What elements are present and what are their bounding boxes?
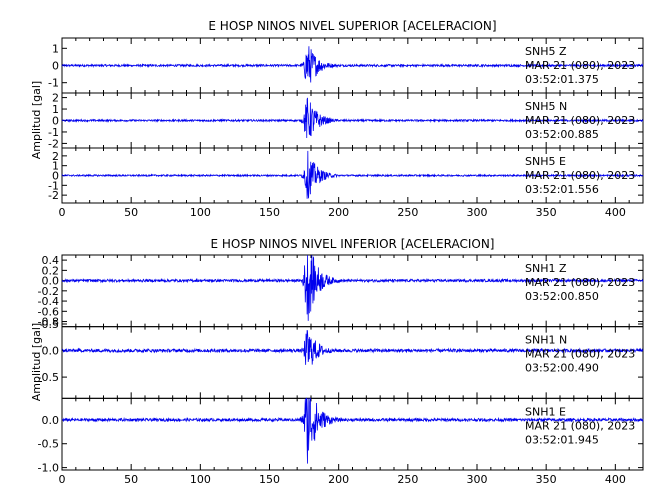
y-tick-label: 0.0 [42, 345, 60, 358]
x-tick-label: 0 [59, 473, 66, 486]
chart-title: E HOSP NINOS NIVEL SUPERIOR [ACELERACION… [208, 19, 496, 33]
date-label: MAR 21 (080), 2023 [525, 348, 635, 361]
date-label: MAR 21 (080), 2023 [525, 276, 635, 289]
x-tick-label: 50 [124, 206, 138, 219]
x-tick-label: 150 [259, 206, 280, 219]
y-tick-label: 0.0 [42, 275, 60, 288]
x-tick-label: 350 [536, 473, 557, 486]
waveform-SNH1-Z [61, 254, 644, 321]
station-component-label: SNH1 Z [525, 262, 567, 275]
date-label: MAR 21 (080), 2023 [525, 169, 635, 182]
y-tick-label: 1 [52, 42, 59, 55]
y-tick-label: -0.4 [38, 295, 59, 308]
x-tick-label: 250 [397, 473, 418, 486]
y-tick-label: 0.5 [42, 318, 60, 331]
waveform-SNH5-E [61, 150, 644, 199]
y-tick-label: 0.0 [42, 414, 60, 427]
x-tick-label: 350 [536, 206, 557, 219]
y-axis-label: Amplitud [gal] [30, 323, 43, 401]
waveform-SNH5-N [61, 97, 644, 139]
y-tick-label: -2 [48, 189, 59, 202]
y-tick-label: -1 [48, 77, 59, 90]
start-time-label: 03:52:00.490 [525, 362, 599, 375]
y-tick-label: 0 [52, 170, 59, 183]
y-tick-label: -1.0 [38, 462, 59, 475]
date-label: MAR 21 (080), 2023 [525, 114, 635, 127]
y-tick-label: 0 [52, 60, 59, 73]
start-time-label: 03:52:01.556 [525, 183, 599, 196]
waveform-SNH5-Z [61, 46, 644, 83]
x-tick-label: 300 [467, 206, 488, 219]
chart-panel-1: E HOSP NINOS NIVEL SUPERIOR [ACELERACION… [30, 19, 644, 219]
x-tick-label: 200 [328, 473, 349, 486]
y-tick-label: -0.5 [38, 371, 59, 384]
y-axis-label: Amplitud [gal] [30, 81, 43, 159]
date-label: MAR 21 (080), 2023 [525, 59, 635, 72]
x-tick-label: 400 [605, 206, 626, 219]
x-tick-label: 200 [328, 206, 349, 219]
chart-title: E HOSP NINOS NIVEL INFERIOR [ACELERACION… [211, 237, 495, 251]
station-component-label: SNH1 N [525, 334, 567, 347]
y-tick-label: -0.5 [38, 438, 59, 451]
y-tick-label: 0.4 [42, 254, 60, 267]
y-tick-label: -0.6 [38, 305, 59, 318]
y-tick-label: 0.2 [42, 264, 60, 277]
chart-panel-2: E HOSP NINOS NIVEL INFERIOR [ACELERACION… [30, 237, 644, 486]
y-tick-label: 0 [52, 115, 59, 128]
x-tick-label: 0 [59, 206, 66, 219]
waveform-SNH1-E [61, 397, 644, 464]
station-component-label: SNH5 N [525, 100, 567, 113]
start-time-label: 03:52:01.375 [525, 73, 599, 86]
x-tick-label: 150 [259, 473, 280, 486]
x-tick-label: 100 [190, 206, 211, 219]
start-time-label: 03:52:01.945 [525, 433, 599, 446]
start-time-label: 03:52:00.850 [525, 290, 599, 303]
start-time-label: 03:52:00.885 [525, 128, 599, 141]
waveform-SNH1-N [61, 329, 644, 365]
y-tick-label: 2 [52, 150, 59, 163]
x-tick-label: 100 [190, 473, 211, 486]
y-tick-label: -2 [48, 137, 59, 150]
y-tick-label: -1 [48, 179, 59, 192]
y-tick-label: -0.8 [38, 316, 59, 329]
x-tick-label: 50 [124, 473, 138, 486]
y-tick-label: 1 [52, 103, 59, 116]
station-component-label: SNH5 E [525, 155, 566, 168]
y-tick-label: -0.2 [38, 285, 59, 298]
y-tick-label: 2 [52, 92, 59, 105]
station-component-label: SNH5 Z [525, 45, 567, 58]
y-tick-label: 1 [52, 160, 59, 173]
station-component-label: SNH1 E [525, 405, 566, 418]
x-tick-label: 400 [605, 473, 626, 486]
x-tick-label: 250 [397, 206, 418, 219]
y-tick-label: -1 [48, 126, 59, 139]
x-tick-label: 300 [467, 473, 488, 486]
date-label: MAR 21 (080), 2023 [525, 419, 635, 432]
